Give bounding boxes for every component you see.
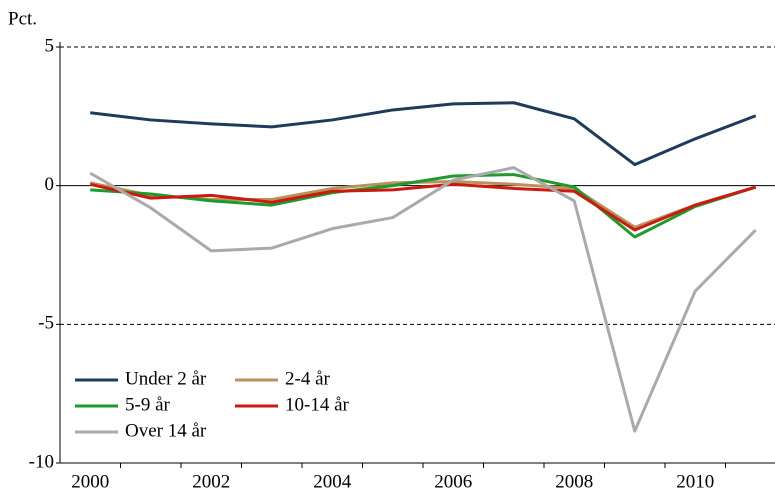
series-line: [90, 101, 757, 167]
x-tick-label: 2008: [555, 471, 593, 492]
y-tick-label: -10: [29, 451, 54, 472]
x-tick-label: 2000: [71, 471, 109, 492]
legend-label: Under 2 år: [125, 368, 207, 389]
y-tick-label: 0: [45, 174, 55, 195]
y-tick-label: -5: [38, 313, 54, 334]
legend-label: 10-14 år: [285, 394, 350, 415]
legend-label: 2-4 år: [285, 368, 331, 389]
series-line: [89, 166, 757, 433]
y-axis-label: Pct.: [8, 8, 37, 29]
x-tick-label: 2010: [676, 471, 714, 492]
x-tick-label: 2004: [313, 471, 352, 492]
legend-label: Over 14 år: [125, 420, 207, 441]
legend-label: 5-9 år: [125, 394, 171, 415]
series-line: [90, 173, 757, 239]
x-tick-label: 2006: [434, 471, 472, 492]
y-tick-label: 5: [45, 35, 55, 56]
series-line: [89, 182, 757, 232]
x-tick-label: 2002: [192, 471, 230, 492]
